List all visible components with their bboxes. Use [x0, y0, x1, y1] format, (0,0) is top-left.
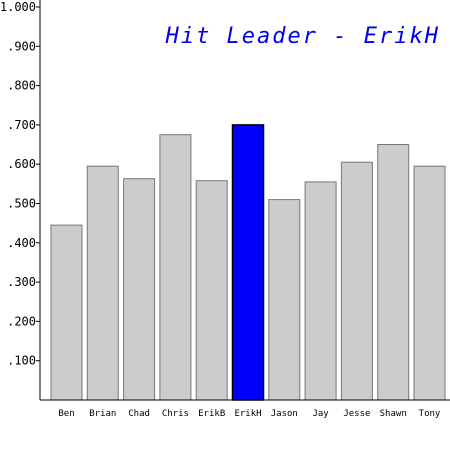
- x-tick-label: ErikB: [198, 409, 225, 419]
- x-tick-label: Shawn: [380, 409, 407, 419]
- x-tick-label: Jay: [312, 409, 329, 419]
- x-tick-label: ErikH: [234, 409, 261, 419]
- bar: [195, 180, 228, 401]
- x-tick-label: Tony: [419, 409, 441, 419]
- bar: [377, 144, 410, 401]
- y-axis-ticks: .100 .200 .300 .400 .500 .600 .700 .800 .900 1.00…: [0, 0, 40, 368]
- y-tick-label: .900: [7, 39, 36, 53]
- chart-title: Hit Leader - ErikH: [165, 24, 440, 49]
- bar: [86, 165, 119, 401]
- bar: [50, 224, 83, 401]
- y-tick-label: .600: [7, 157, 36, 171]
- y-tick-label: .700: [7, 118, 36, 132]
- x-tick-label: Jason: [271, 409, 298, 419]
- bar: [304, 181, 337, 401]
- y-tick-label: .100: [7, 354, 36, 368]
- bar: [268, 199, 301, 401]
- y-tick-label: .500: [7, 197, 36, 211]
- bar: [413, 165, 446, 401]
- y-tick-label: .800: [7, 79, 36, 93]
- bar-highlighted: [231, 124, 265, 401]
- x-tick-label: Chris: [162, 409, 189, 419]
- y-tick-label: .200: [7, 314, 36, 328]
- y-tick-label: 1.000: [0, 0, 36, 14]
- y-tick-label: .400: [7, 236, 36, 250]
- x-axis-labels: Ben Brian Chad Chris ErikB ErikH Jason Jay Jesse…: [58, 409, 441, 419]
- x-tick-label: Jesse: [343, 409, 370, 419]
- bars: [50, 124, 446, 401]
- bar: [340, 161, 373, 401]
- x-tick-label: Chad: [128, 409, 150, 419]
- x-tick-label: Ben: [58, 409, 74, 419]
- y-tick-label: .300: [7, 275, 36, 289]
- bar: [123, 178, 156, 401]
- x-tick-label: Brian: [89, 409, 116, 419]
- bar: [159, 134, 192, 401]
